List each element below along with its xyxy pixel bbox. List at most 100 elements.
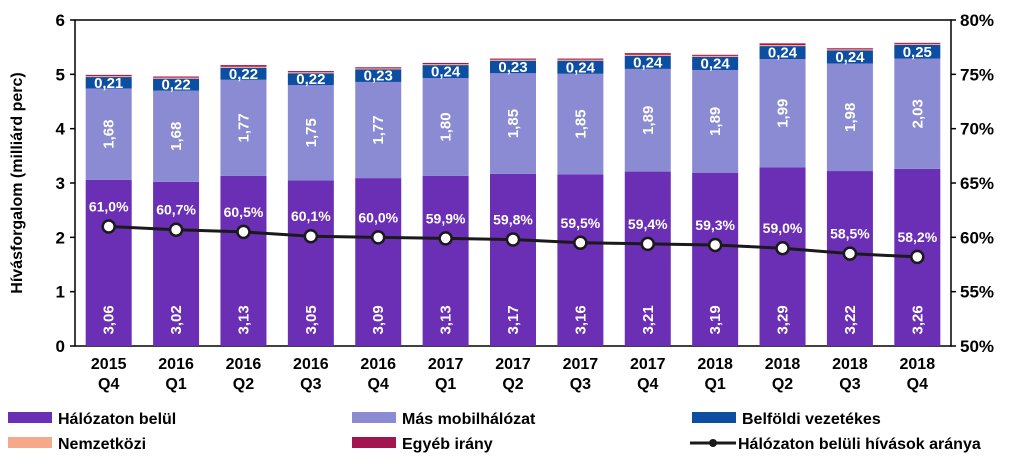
bar-segment-3 xyxy=(85,77,132,89)
bar-value-label: 3,09 xyxy=(370,305,387,334)
legend-item-2-label: Más mobilhálózat xyxy=(402,411,536,428)
y2-tick-label: 55% xyxy=(960,283,994,302)
x-tick-year: 2018 xyxy=(765,356,801,373)
ratio-label: 59,3% xyxy=(695,217,735,233)
legend-item-5-swatch xyxy=(352,437,396,448)
bar-value-label: 1,89 xyxy=(640,106,657,135)
x-tick-quarter: Q3 xyxy=(570,376,591,393)
bar-value-label: 0,24 xyxy=(835,49,865,66)
y-tick-label: 5 xyxy=(56,65,65,84)
x-tick-year: 2015 xyxy=(91,356,127,373)
bar-value-label: 3,13 xyxy=(235,305,252,334)
bar-value-label: 1,68 xyxy=(168,122,185,151)
bar-value-label: 1,68 xyxy=(101,119,118,148)
x-tick-quarter: Q4 xyxy=(368,376,389,393)
ratio-label: 60,1% xyxy=(291,208,331,224)
bar-segment-4 xyxy=(422,64,469,66)
bar-segment-5 xyxy=(557,58,604,60)
ratio-label: 61,0% xyxy=(89,198,129,214)
x-tick-quarter: Q1 xyxy=(435,376,456,393)
legend-item-1-swatch xyxy=(8,412,52,423)
bar-segment-3 xyxy=(422,65,469,79)
ratio-label: 59,0% xyxy=(763,220,803,236)
x-tick-year: 2016 xyxy=(293,356,329,373)
bar-segment-3 xyxy=(220,67,267,80)
bar-value-label: 3,21 xyxy=(640,305,657,334)
bar-segment-2 xyxy=(557,73,604,175)
bar-segment-3 xyxy=(153,78,200,91)
bar-segment-4 xyxy=(85,75,132,78)
bar-value-label: 0,23 xyxy=(364,68,393,85)
bar-segment-5 xyxy=(894,42,941,44)
bar-segment-1 xyxy=(287,180,334,346)
ratio-label: 59,5% xyxy=(561,215,601,231)
bar-value-label: 0,22 xyxy=(229,66,258,83)
bar-value-label: 3,05 xyxy=(303,305,320,334)
bar-segment-1 xyxy=(220,175,267,346)
bar-value-label: 1,85 xyxy=(572,109,589,138)
x-tick-year: 2018 xyxy=(832,356,868,373)
bar-value-label: 3,19 xyxy=(707,305,724,334)
bar-segment-2 xyxy=(490,73,536,174)
x-tick-quarter: Q4 xyxy=(637,376,658,393)
x-tick-year: 2018 xyxy=(900,356,936,373)
bar-segment-3 xyxy=(759,46,806,60)
x-tick-quarter: Q2 xyxy=(772,376,793,393)
bar-segment-4 xyxy=(624,54,671,56)
bar-segment-2 xyxy=(220,79,267,176)
ratio-label: 60,5% xyxy=(224,204,264,220)
bar-segment-2 xyxy=(85,88,132,180)
ratio-label: 60,0% xyxy=(358,209,398,225)
legend-item-4-swatch xyxy=(8,437,52,448)
bar-value-label: 1,85 xyxy=(505,109,522,138)
x-tick-quarter: Q4 xyxy=(98,376,119,393)
ratio-label: 58,2% xyxy=(897,229,937,245)
bar-segment-2 xyxy=(422,78,469,176)
legend-item-2-swatch xyxy=(352,412,396,423)
bar-segment-4 xyxy=(692,55,739,57)
ratio-marker xyxy=(370,230,386,245)
x-tick-year: 2016 xyxy=(158,356,194,373)
x-tick-year: 2017 xyxy=(630,356,666,373)
y2-tick-label: 75% xyxy=(960,65,994,84)
bar-segment-3 xyxy=(826,50,873,64)
ratio-label: 59,8% xyxy=(493,212,533,228)
ratio-marker xyxy=(168,222,184,237)
bar-segment-5 xyxy=(355,67,402,69)
ratio-label: 59,9% xyxy=(426,210,466,226)
bar-segment-1 xyxy=(759,167,806,346)
ratio-marker xyxy=(640,236,656,252)
bar-segment-1 xyxy=(422,175,469,346)
y2-tick-label: 80% xyxy=(960,11,994,30)
legend-item-5-label: Egyéb irány xyxy=(402,436,493,453)
legend-item-4-label: Nemzetközi xyxy=(58,436,146,453)
bar-segment-1 xyxy=(153,181,200,346)
bar-value-label: 0,22 xyxy=(161,77,190,94)
y2-tick-label: 65% xyxy=(960,174,994,193)
bar-segment-5 xyxy=(85,74,132,76)
bar-segment-5 xyxy=(490,58,536,60)
bar-value-label: 0,24 xyxy=(431,64,461,81)
x-tick-quarter: Q4 xyxy=(907,376,928,393)
bar-value-label: 3,26 xyxy=(909,305,926,334)
bar-segment-4 xyxy=(826,49,873,51)
bar-segment-5 xyxy=(287,71,334,73)
x-tick-year: 2016 xyxy=(226,356,262,373)
bar-segment-4 xyxy=(153,77,200,79)
ratio-marker xyxy=(707,237,723,253)
ratio-marker xyxy=(842,246,858,261)
ratio-marker xyxy=(101,219,116,234)
bar-value-label: 3,29 xyxy=(775,305,792,334)
bar-segment-5 xyxy=(220,65,267,67)
ratio-label: 59,4% xyxy=(628,216,668,232)
ratio-marker xyxy=(236,224,251,240)
bar-segment-2 xyxy=(826,63,873,172)
bar-value-label: 1,77 xyxy=(235,113,252,142)
bar-value-label: 1,77 xyxy=(370,115,387,144)
y-tick-label: 6 xyxy=(56,11,65,30)
bar-segment-2 xyxy=(153,90,200,182)
y-axis-title: Hívásforgalom (milliárd perc) xyxy=(9,72,26,293)
bar-segment-3 xyxy=(490,60,536,74)
bar-value-label: 1,99 xyxy=(775,99,792,128)
